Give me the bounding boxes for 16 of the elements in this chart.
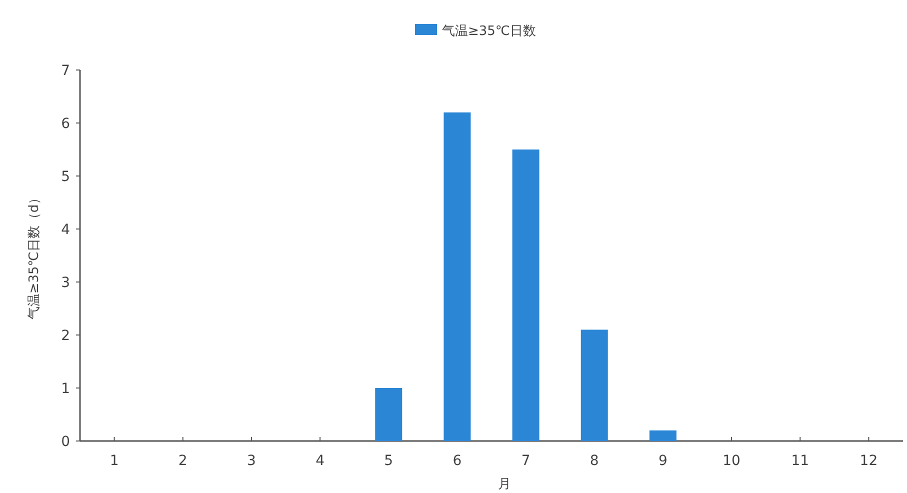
- y-tick-label: 2: [61, 328, 70, 344]
- bar: [444, 112, 471, 441]
- y-tick-label: 3: [61, 275, 70, 291]
- y-tick-label: 5: [61, 169, 70, 185]
- y-tick-label: 1: [61, 381, 70, 397]
- y-axis-title: 气温≥35℃日数（d）: [27, 191, 42, 320]
- y-tick-label: 4: [61, 222, 70, 238]
- x-axis-title: 月: [498, 477, 511, 492]
- legend-label: 气温≥35℃日数: [442, 24, 536, 39]
- bar: [375, 388, 402, 441]
- y-tick-label: 0: [61, 434, 70, 450]
- bar: [580, 330, 608, 441]
- y-tick-label: 6: [61, 116, 70, 132]
- bar: [649, 430, 676, 441]
- y-tick-label: 7: [61, 63, 70, 79]
- bar: [512, 150, 540, 441]
